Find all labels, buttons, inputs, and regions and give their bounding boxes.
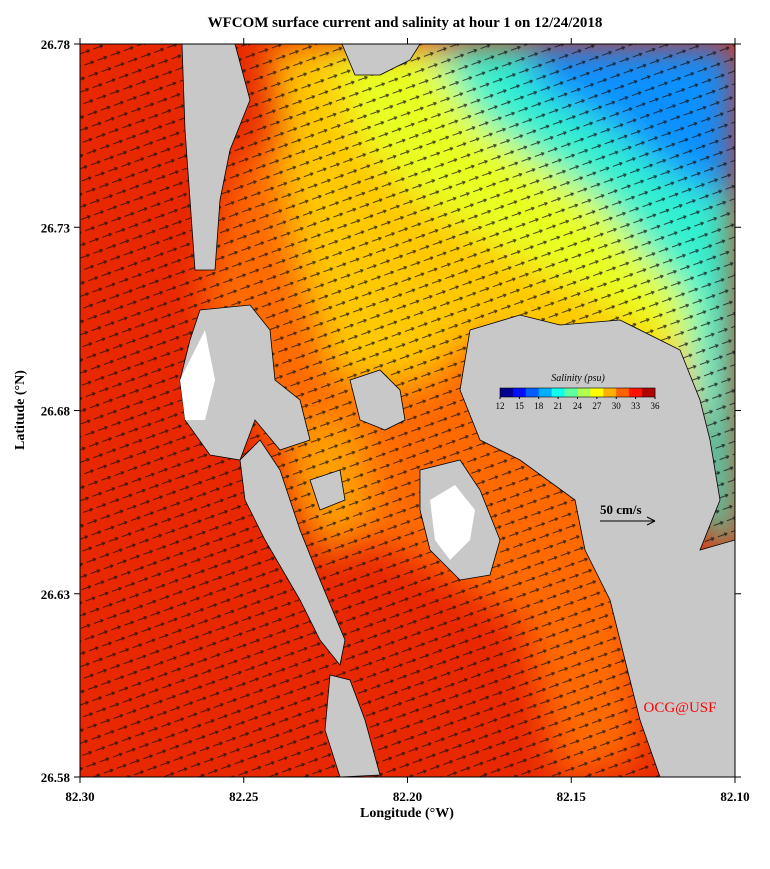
y-tick-label: 26.78 bbox=[41, 37, 71, 52]
colorbar-swatch bbox=[564, 388, 578, 397]
colorbar-swatch bbox=[525, 388, 540, 397]
x-tick-label: 82.25 bbox=[229, 789, 259, 804]
y-axis-label: Latitude (°N) bbox=[13, 370, 28, 450]
inland-water bbox=[180, 330, 475, 560]
x-tick-label: 82.30 bbox=[65, 789, 94, 804]
colorbar-tick-label: 18 bbox=[534, 401, 544, 411]
colorbar-title: Salinity (psu) bbox=[551, 373, 605, 384]
colorbar-tick-label: 33 bbox=[631, 401, 641, 411]
x-tick-label: 82.20 bbox=[393, 789, 422, 804]
scale-label: 50 cm/s bbox=[600, 502, 642, 517]
scale-arrow-head bbox=[646, 516, 656, 526]
colorbar: Salinity (psu) 12 15 18 21 24 27 30 33 36 bbox=[496, 373, 661, 411]
colorbar-tick-label: 36 bbox=[651, 401, 661, 411]
y-tick-label: 26.63 bbox=[41, 587, 71, 602]
colorbar-swatch bbox=[603, 388, 617, 397]
y-tick-label: 26.68 bbox=[41, 404, 71, 419]
x-tick-label: 82.10 bbox=[720, 789, 749, 804]
colorbar-tick-label: 15 bbox=[515, 401, 525, 411]
colorbar-swatch bbox=[629, 388, 643, 397]
land bbox=[179, 44, 735, 777]
title: WFCOM surface current and salinity at ho… bbox=[208, 15, 603, 31]
colorbar-swatch bbox=[616, 388, 630, 397]
y-tick-label: 26.73 bbox=[41, 220, 71, 235]
colorbar-swatch bbox=[512, 388, 527, 397]
x-axis-label: Longitude (°W) bbox=[360, 806, 454, 821]
scale-arrow: 50 cm/s bbox=[600, 502, 656, 526]
y-tick-label: 26.58 bbox=[41, 770, 71, 785]
colorbar-swatch bbox=[590, 388, 604, 397]
colorbar-swatch bbox=[500, 388, 514, 397]
colorbar-swatch bbox=[642, 388, 656, 397]
colorbar-tick-label: 24 bbox=[573, 401, 583, 411]
colorbar-tick-label: 21 bbox=[554, 401, 563, 411]
x-tick-label: 82.15 bbox=[557, 789, 587, 804]
colorbar-swatch bbox=[538, 388, 552, 397]
colorbar-tick-label: 27 bbox=[592, 401, 602, 411]
colorbar-tick-label: 12 bbox=[496, 401, 505, 411]
plot-area bbox=[80, 44, 735, 777]
credit: OCG@USF bbox=[643, 700, 716, 716]
colorbar-tick-label: 30 bbox=[612, 401, 622, 411]
colorbar-swatch bbox=[551, 388, 565, 397]
colorbar-swatch bbox=[577, 388, 591, 397]
